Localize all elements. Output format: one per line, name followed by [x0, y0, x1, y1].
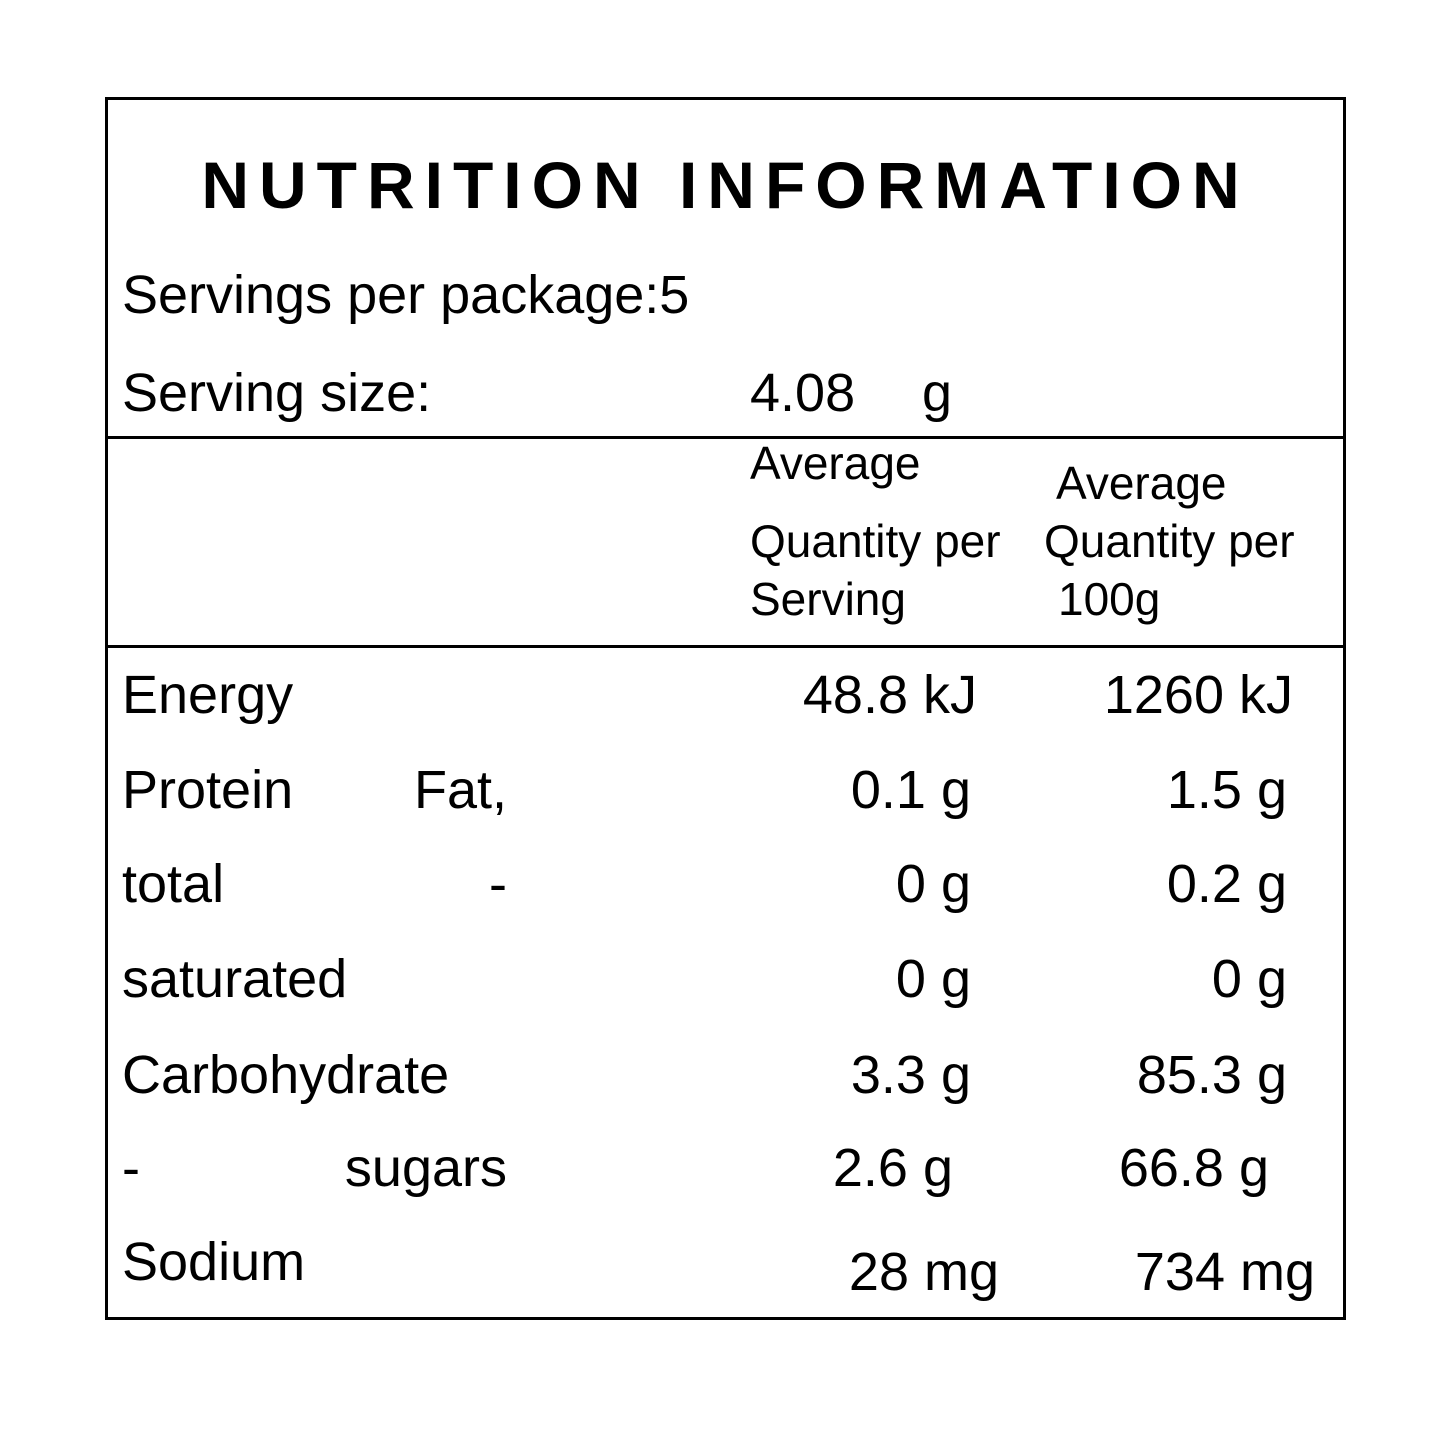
serving-size-label: Serving size: — [122, 363, 432, 423]
serving-size-unit: g — [922, 363, 953, 423]
divider-top — [108, 436, 1343, 439]
row-label: - — [122, 1138, 140, 1198]
row-value-per-serving: 3.3 g — [850, 1045, 971, 1105]
row-label: Sodium — [122, 1232, 306, 1292]
row-value-per-serving: 0 g — [895, 854, 971, 914]
row-label: saturated — [122, 949, 348, 1009]
panel-title: NUTRITION INFORMATION — [201, 148, 1250, 222]
row-label: Carbohydrate — [122, 1045, 450, 1105]
header-100g-line-2: Quantity per — [1044, 515, 1295, 567]
row-label-extra: - — [489, 854, 507, 914]
header-serving-line-3: Serving — [750, 573, 906, 625]
row-label: Protein — [122, 760, 294, 820]
row-value-per-100g: 85.3 g — [1136, 1045, 1287, 1105]
row-label: total — [122, 854, 225, 914]
row-value-per-100g: 66.8 g — [1118, 1138, 1269, 1198]
header-100g-line-3: 100g — [1058, 573, 1161, 625]
row-label-extra: Fat, — [413, 760, 507, 820]
row-value-per-serving: 2.6 g — [832, 1138, 953, 1198]
row-value-per-100g: 0 g — [1211, 949, 1287, 1009]
header-100g-line-1: Average — [1056, 457, 1227, 509]
row-value-per-serving: 48.8 kJ — [802, 665, 977, 725]
divider-header — [108, 645, 1343, 648]
header-serving-line-2: Quantity per — [750, 515, 1001, 567]
row-value-per-serving: 0.1 g — [850, 760, 971, 820]
row-value-per-serving: 0 g — [895, 949, 971, 1009]
row-value-per-serving: 28 mg — [848, 1242, 999, 1302]
row-value-per-100g: 1.5 g — [1166, 760, 1287, 820]
serving-size-value: 4.08 — [750, 363, 856, 423]
row-label-extra: sugars — [344, 1138, 507, 1198]
header-serving-line-1: Average — [750, 437, 921, 489]
servings-per-package: Servings per package:5 — [122, 265, 690, 325]
row-value-per-100g: 0.2 g — [1166, 854, 1287, 914]
nutrition-panel: NUTRITION INFORMATION Servings per packa… — [105, 97, 1346, 1320]
row-value-per-100g: 1260 kJ — [1103, 665, 1293, 725]
row-label: Energy — [122, 665, 294, 725]
row-value-per-100g: 734 mg — [1134, 1242, 1315, 1302]
